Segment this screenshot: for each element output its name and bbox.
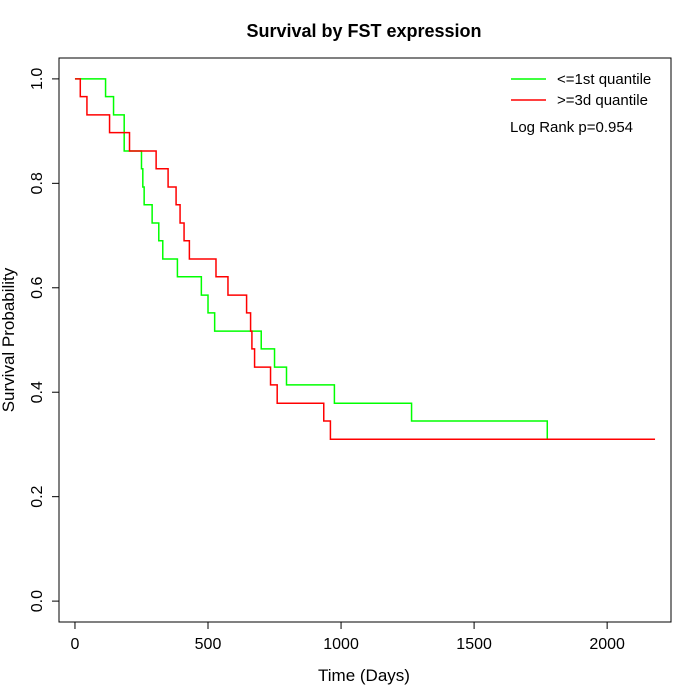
y-tick-label: 0.0 <box>29 590 46 612</box>
legend: <=1st quantile >=3d quantile <box>511 71 651 109</box>
x-tick-label: 1000 <box>323 636 359 653</box>
x-tick-label: 1500 <box>456 636 492 653</box>
log-rank-annotation: Log Rank p=0.954 <box>510 119 633 136</box>
series-layer <box>74 78 656 440</box>
y-axis-title: Survival Probability <box>0 267 18 412</box>
x-axis: 0 500 1000 1500 2000 <box>71 622 625 653</box>
x-tick-label: 500 <box>195 636 222 653</box>
y-axis: 0.0 0.2 0.4 0.6 0.8 1.0 <box>29 68 59 612</box>
chart-title: Survival by FST expression <box>246 21 481 41</box>
plot-frame <box>58 57 672 623</box>
x-tick-label: 2000 <box>589 636 625 653</box>
y-tick-label: 0.8 <box>29 172 46 194</box>
legend-label-low: <=1st quantile <box>557 71 651 88</box>
y-tick-label: 0.2 <box>29 485 46 507</box>
legend-label-high: >=3d quantile <box>557 92 648 109</box>
survival-curve-high <box>74 78 656 440</box>
y-tick-label: 0.6 <box>29 277 46 299</box>
y-tick-label: 0.4 <box>29 381 46 403</box>
y-tick-label: 1.0 <box>29 68 46 90</box>
survival-curve-low <box>74 78 549 440</box>
x-tick-label: 0 <box>71 636 80 653</box>
x-axis-title: Time (Days) <box>318 666 410 685</box>
